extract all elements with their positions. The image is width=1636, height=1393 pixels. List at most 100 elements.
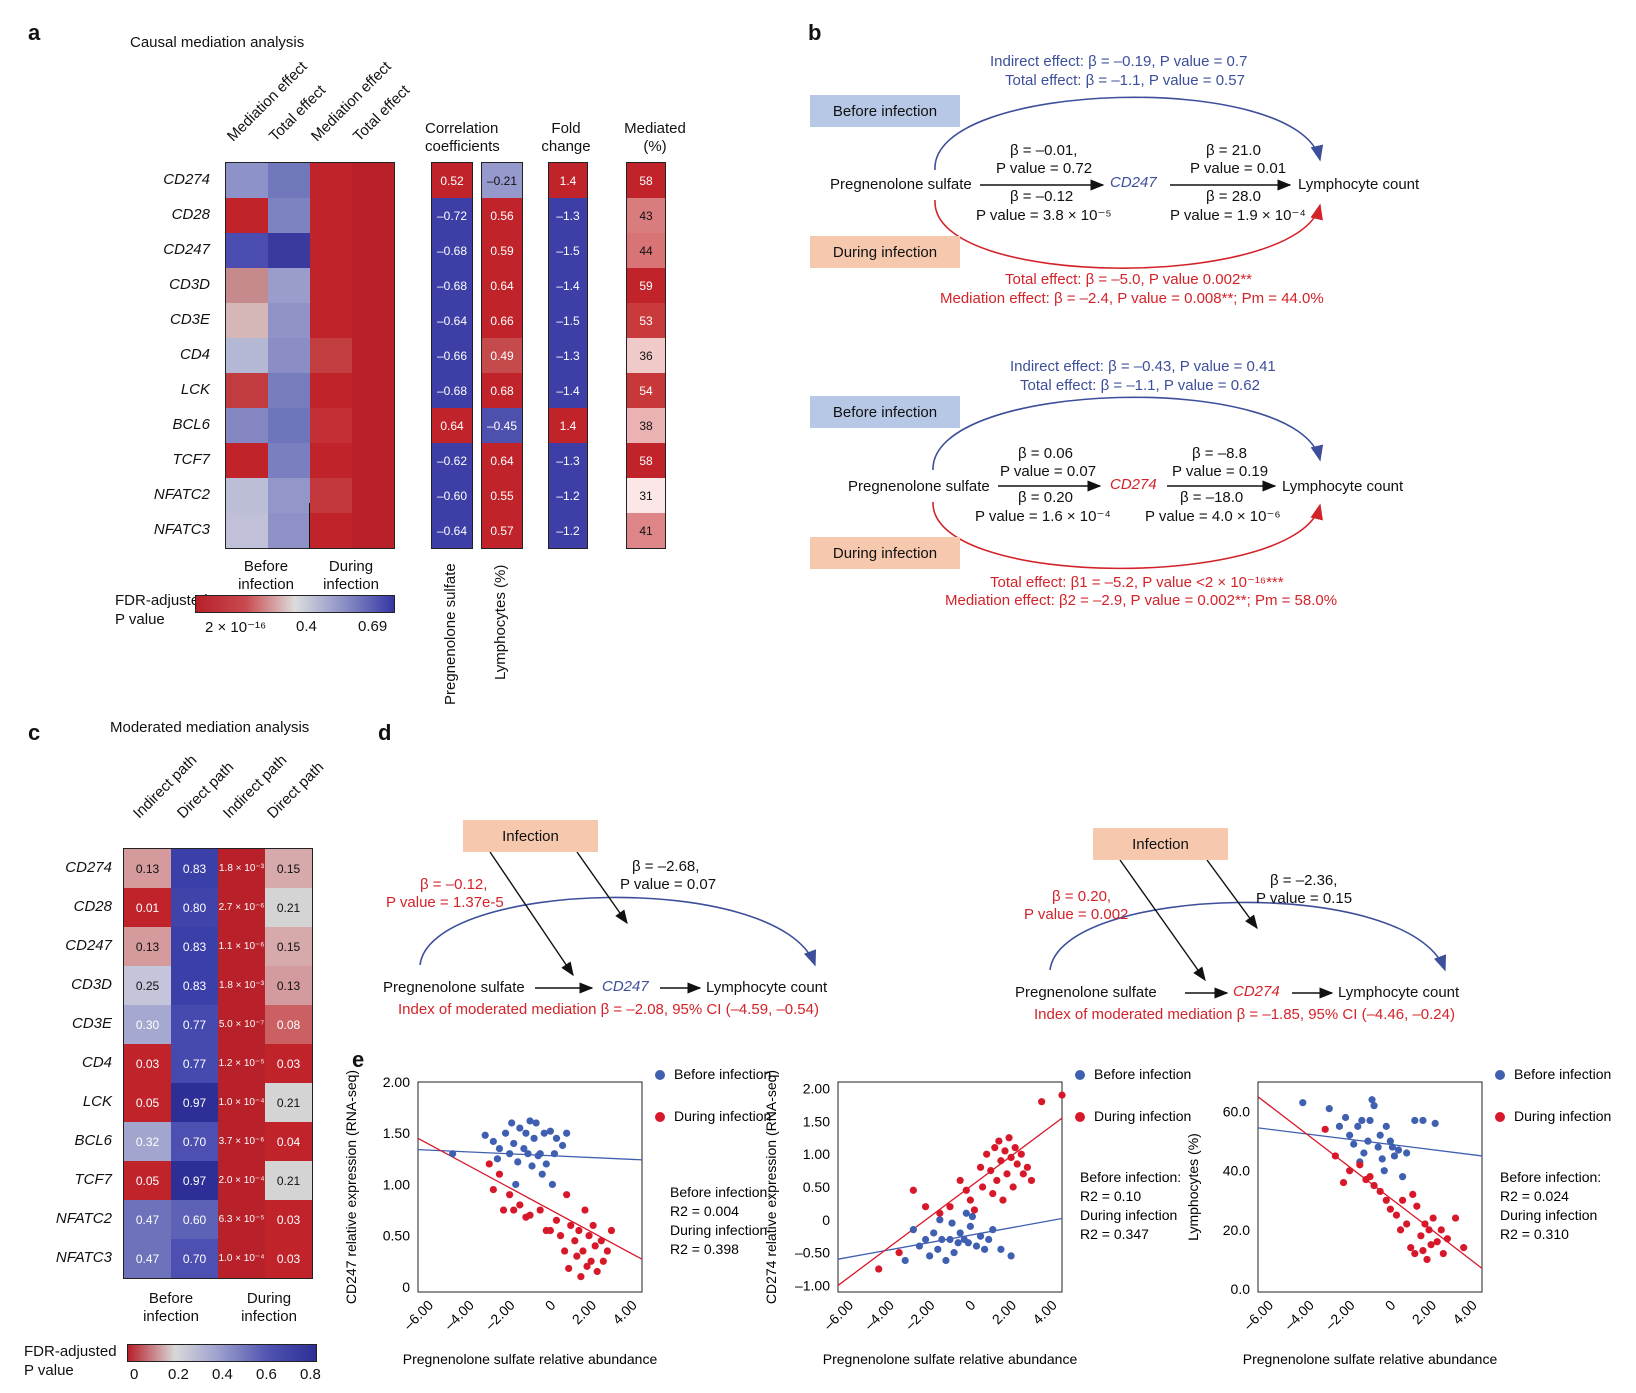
value-cell: 0.59 (482, 233, 522, 268)
heat-cell (310, 513, 352, 548)
during-point (593, 1267, 601, 1276)
y-tick-label: 0.50 (803, 1179, 830, 1195)
stats-line: R2 = 0.10 (1080, 1188, 1141, 1204)
before-point (526, 1117, 534, 1125)
before-point (1368, 1096, 1376, 1104)
during-point (999, 1196, 1007, 1204)
during-point (1396, 1226, 1405, 1234)
during-point (571, 1237, 579, 1245)
heat-cell: 0.05 (124, 1083, 171, 1122)
during-point (1427, 1241, 1435, 1249)
gene-label: CD3D (169, 276, 210, 293)
value-cell: –0.68 (432, 373, 472, 408)
during-point (1370, 1181, 1378, 1190)
during-point (485, 1160, 493, 1168)
before-point (532, 1119, 540, 1127)
d-left-source: Pregnenolone sulfate (383, 979, 525, 996)
corr-preg-column: 0.52 –0.72 –0.68 –0.68 –0.64 –0.66 –0.68 0.64 –0… (431, 162, 473, 549)
d-right-source: Pregnenolone sulfate (1015, 984, 1157, 1001)
heat-cell: 2.7 × 10⁻⁶ (218, 888, 265, 927)
y-tick-label: –1.00 (795, 1277, 830, 1293)
gene-label: CD4 (81, 1054, 112, 1071)
value-cell: 36 (627, 338, 665, 373)
during-point (995, 1137, 1003, 1145)
before-point (1431, 1119, 1439, 1128)
heat-cell: 0.25 (124, 966, 171, 1005)
heat-cell (226, 408, 268, 443)
before-point (536, 1150, 544, 1158)
heat-cell (310, 303, 352, 338)
gene-label: BCL6 (172, 416, 210, 433)
gene-label: NFATC3 (55, 1249, 112, 1266)
before-point (493, 1155, 502, 1163)
during-point (1437, 1226, 1445, 1234)
heat-cell: 1.8 × 10⁻³ (218, 966, 265, 1005)
b-bot-a2-p: P value = 1.6 × 10⁻⁴ (975, 508, 1111, 525)
y-tick-label: 1.50 (383, 1125, 410, 1141)
before-point (1376, 1131, 1384, 1139)
during-point (1443, 1235, 1451, 1243)
heat-cell: 1.8 × 10⁻³ (218, 849, 265, 888)
during-point (1058, 1091, 1066, 1099)
before-point (1335, 1122, 1344, 1130)
stats-line: During infection (1080, 1207, 1177, 1223)
during-point (565, 1264, 573, 1273)
gene-label: BCL6 (74, 1132, 112, 1149)
panel-c-legend-tick-1: 0.2 (168, 1366, 189, 1383)
value-cell: –0.66 (432, 338, 472, 373)
before-point (942, 1256, 950, 1265)
before-point (962, 1209, 970, 1217)
b-top-b2-p: P value = 1.9 × 10⁻⁴ (1170, 207, 1306, 224)
heat-cell: 1.0 × 10⁻⁴ (218, 1239, 265, 1278)
during-point (1423, 1255, 1431, 1264)
d-right-red-p: P value = 0.002 (1024, 906, 1129, 923)
heat-cell (268, 478, 310, 513)
heat-cell (310, 233, 352, 268)
b-top-during-box: During infection (810, 236, 960, 268)
gene-label: CD3E (71, 1015, 112, 1032)
value-cell: 41 (627, 513, 665, 548)
during-point (1409, 1190, 1417, 1198)
heat-cell: 0.83 (171, 966, 218, 1005)
before-point (1380, 1167, 1388, 1175)
during-point (567, 1221, 575, 1230)
during-point (875, 1265, 883, 1273)
b-bot-b-beta: β = –8.8 (1192, 445, 1247, 462)
heat-cell: 0.70 (171, 1239, 218, 1278)
panel-a-group-during: During infection (323, 558, 379, 593)
value-cell: 0.55 (482, 478, 522, 513)
stats-line: R2 = 0.347 (1080, 1226, 1149, 1242)
heat-cell: 0.13 (124, 927, 171, 966)
heat-cell (226, 198, 268, 233)
heat-cell (352, 513, 394, 548)
b-bot-during-box: During infection (810, 537, 960, 569)
value-cell: 59 (627, 268, 665, 303)
before-point (997, 1245, 1005, 1253)
before-point (1374, 1143, 1382, 1151)
gene-label: NFATC2 (55, 1210, 112, 1227)
before-point (530, 1134, 538, 1142)
x-tick-label: –6.00 (400, 1297, 436, 1333)
heat-cell (268, 198, 310, 233)
during-point (542, 1226, 550, 1235)
b-bot-b2-beta: β = –18.0 (1180, 489, 1244, 506)
y-tick-label: 0 (822, 1212, 830, 1228)
stats-line: R2 = 0.024 (1500, 1188, 1569, 1204)
before-point (909, 1226, 917, 1234)
before-point (1398, 1173, 1407, 1181)
before-point (508, 1119, 516, 1127)
value-cell: –1.3 (549, 198, 587, 233)
before-point (1411, 1116, 1419, 1125)
before-point (524, 1150, 532, 1158)
during-point (499, 1206, 508, 1214)
during-point (573, 1252, 581, 1260)
x-axis-label: Pregnenolone sulfate relative abundance (1243, 1351, 1498, 1367)
b-top-b2-beta: β = 28.0 (1206, 188, 1261, 205)
heat-cell: 0.21 (265, 1161, 312, 1200)
during-point (1321, 1125, 1329, 1133)
before-point (930, 1229, 938, 1237)
before-point (1394, 1146, 1403, 1154)
value-cell: 1.4 (549, 408, 587, 443)
